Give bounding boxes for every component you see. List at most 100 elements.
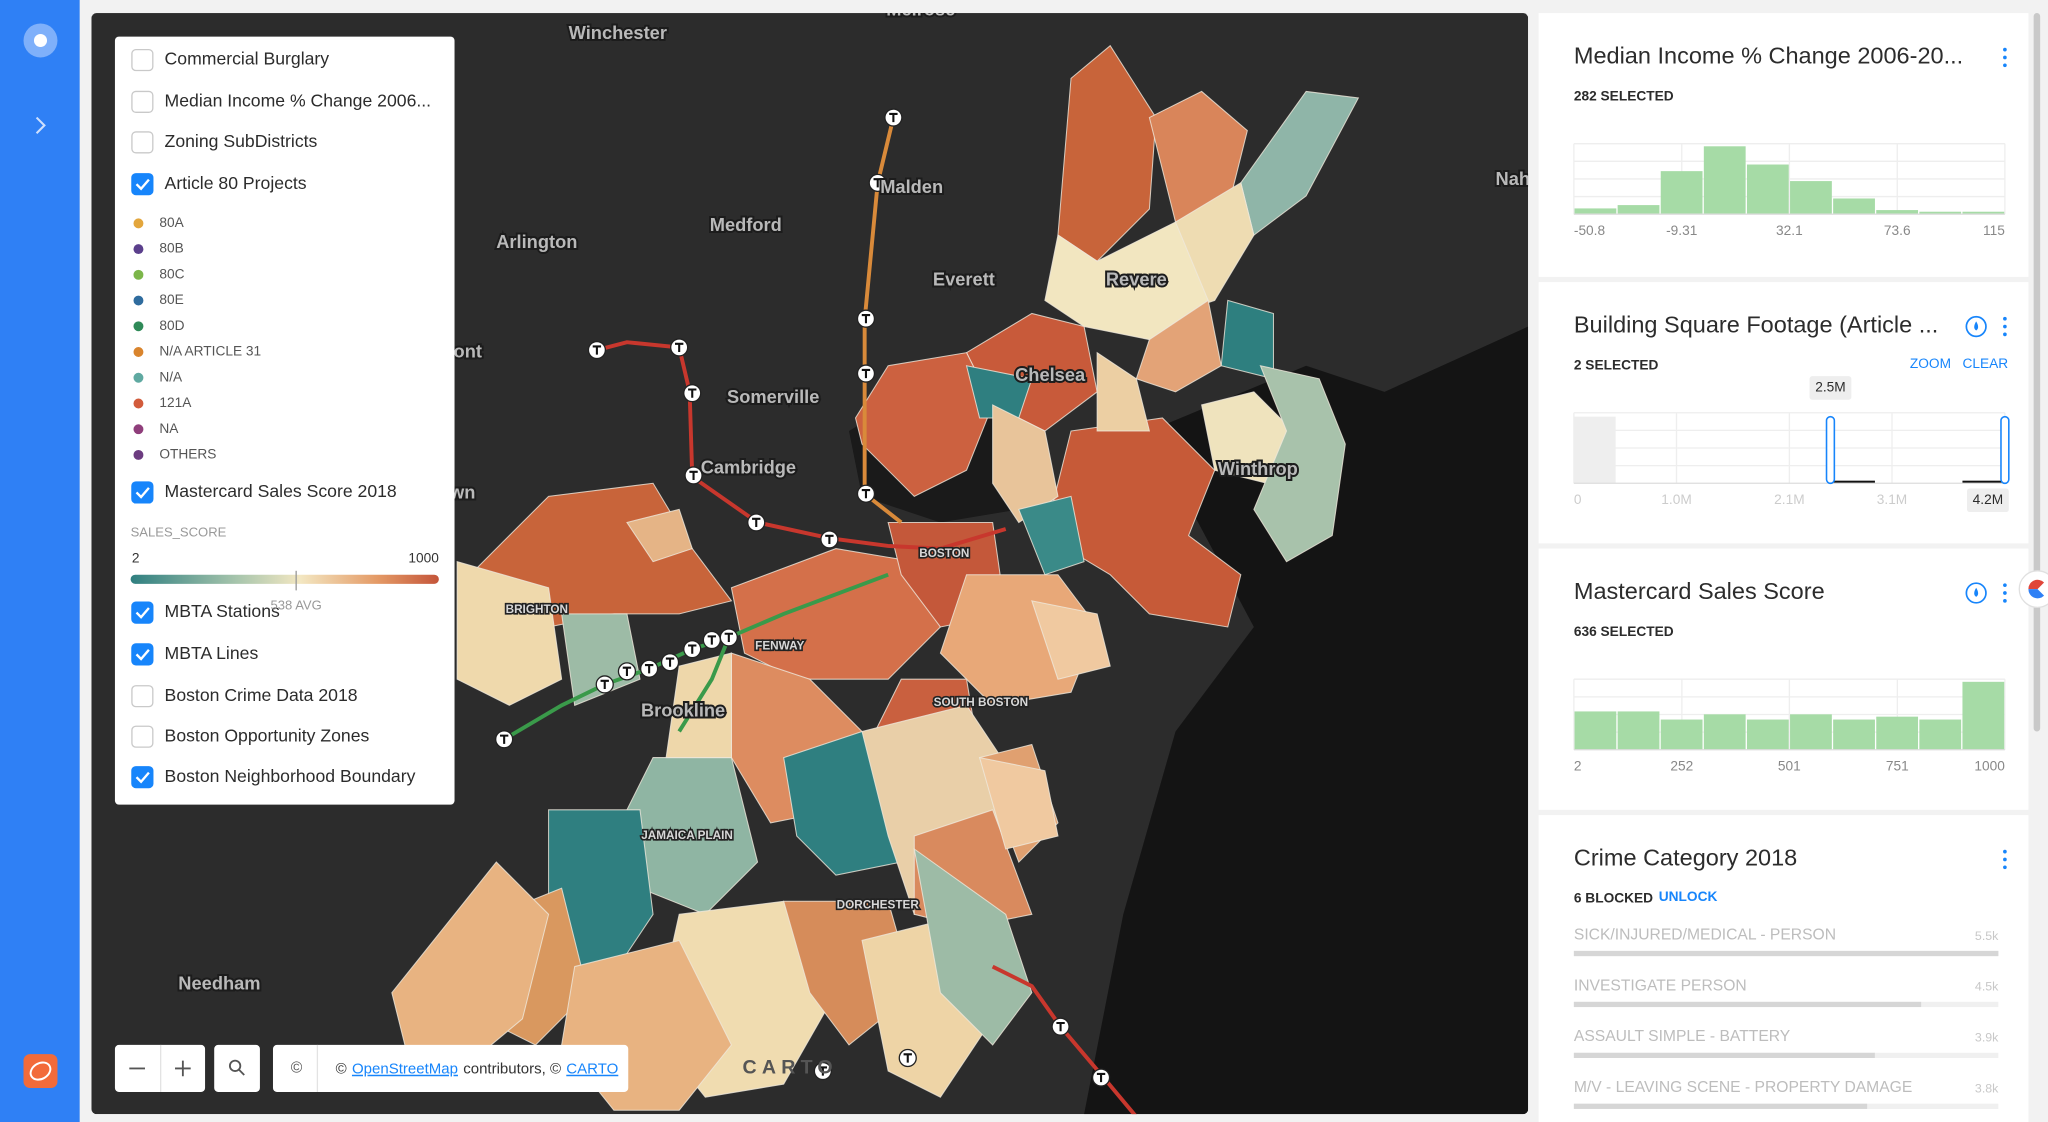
category-name[interactable]: M/V - LEAVING SCENE - PROPERTY DAMAGE: [1574, 1079, 1912, 1096]
x-tick-label: 4.2M: [1973, 492, 2003, 507]
station-icon-t: [873, 178, 882, 188]
layer-name[interactable]: Article 80 Projects: [165, 173, 307, 193]
app-logo[interactable]: [23, 1054, 58, 1089]
avg-label: 538 AVG: [271, 598, 322, 613]
kebab-dot[interactable]: [2003, 63, 2007, 68]
layer-checkbox[interactable]: [131, 131, 154, 154]
kebab-dot[interactable]: [2003, 591, 2007, 595]
histogram-bar: [1790, 714, 1832, 750]
kebab-dot[interactable]: [2003, 849, 2007, 854]
widget-action[interactable]: UNLOCK: [1659, 889, 1718, 904]
scrollbar[interactable]: [2033, 13, 2041, 732]
kebab-dot[interactable]: [2003, 583, 2007, 587]
x-tick-label: 3.1M: [1877, 492, 1907, 507]
info-button[interactable]: ©: [291, 1060, 303, 1077]
histogram-bar: [1703, 146, 1746, 215]
widget-card: [1538, 815, 2029, 1122]
histogram-bar: [1703, 714, 1746, 750]
layer-checkbox[interactable]: [131, 766, 154, 789]
widget-color-button[interactable]: [1965, 315, 1987, 338]
x-tick-label: 115: [1983, 223, 2005, 238]
category-name[interactable]: INVESTIGATE PERSON: [1574, 977, 1747, 994]
layer-name[interactable]: MBTA Lines: [165, 643, 259, 663]
kebab-dot[interactable]: [2003, 865, 2007, 870]
kebab-dot[interactable]: [2003, 47, 2007, 52]
selection-handle[interactable]: [1825, 415, 1836, 485]
layer-name[interactable]: Median Income % Change 2006...: [165, 91, 432, 111]
legend-dot: [133, 218, 144, 229]
layer-name[interactable]: Zoning SubDistricts: [165, 131, 318, 151]
legend-dot: [133, 347, 144, 357]
color-ramp: [130, 574, 439, 584]
neighborhood-label: DORCHESTER: [837, 898, 920, 911]
kebab-dot[interactable]: [2003, 324, 2007, 329]
layer-name[interactable]: Boston Crime Data 2018: [165, 685, 358, 705]
widget-action[interactable]: CLEAR: [1962, 356, 2008, 371]
legend-dot: [133, 269, 144, 280]
layer-checkbox[interactable]: [131, 48, 154, 72]
station-icon-t: [644, 664, 654, 674]
station-icon-t: [689, 470, 698, 481]
layer-checkbox[interactable]: [131, 643, 154, 666]
nav-home-dot: [33, 33, 48, 48]
kebab-dot[interactable]: [2003, 599, 2007, 603]
histogram-bar: [1962, 480, 2005, 484]
layer-checkbox[interactable]: [131, 481, 154, 504]
layer-checkbox[interactable]: [131, 685, 154, 708]
ramp-min: 2: [132, 551, 140, 566]
expand-chevron[interactable]: [35, 116, 46, 134]
neighborhood-label: FENWAY: [755, 640, 804, 653]
attribution-link[interactable]: OpenStreetMap: [352, 1061, 458, 1078]
histogram-bar: [1833, 198, 1875, 215]
widget-status: 6 BLOCKED: [1574, 890, 1653, 905]
floating-icon: [2028, 589, 2045, 599]
histogram-bar: [1746, 719, 1789, 750]
kebab-dot[interactable]: [2003, 316, 2007, 321]
checkmark: [135, 487, 150, 499]
layer-checkbox[interactable]: [131, 601, 154, 624]
layer-name[interactable]: Boston Neighborhood Boundary: [165, 766, 416, 786]
layer-name[interactable]: Mastercard Sales Score 2018: [165, 481, 397, 501]
layer-checkbox[interactable]: [131, 173, 154, 196]
category-name[interactable]: ASSAULT SIMPLE - BATTERY: [1574, 1028, 1791, 1045]
category-name[interactable]: SICK/INJURED/MEDICAL - PERSON: [1574, 926, 1836, 943]
attribution-link[interactable]: CARTO: [566, 1061, 618, 1078]
kebab-dot[interactable]: [2003, 55, 2007, 60]
layer-name[interactable]: Commercial Burglary: [165, 49, 330, 69]
station-icon-t: [499, 734, 509, 744]
widget-title: Crime Category 2018: [1574, 845, 1797, 871]
category-value: 4.5k: [1975, 980, 1999, 994]
widget-color-button[interactable]: [1965, 582, 1987, 604]
legend-item: 121A: [159, 395, 192, 410]
legend-item: 80A: [159, 215, 184, 230]
x-tick-label: 0: [1574, 492, 1582, 507]
station-icon-t: [825, 534, 834, 545]
drop-icon: [1974, 587, 1979, 597]
widget-status: 282 SELECTED: [1574, 88, 1674, 103]
station-icon-t: [675, 342, 684, 353]
search-button[interactable]: [214, 1044, 260, 1092]
kebab-dot[interactable]: [2003, 857, 2007, 862]
zoom-in[interactable]: [175, 1060, 191, 1077]
attribution: © OpenStreetMap contributors, © CARTO: [336, 1061, 619, 1078]
layer-checkbox[interactable]: [131, 90, 154, 113]
legend-dot: [133, 398, 144, 409]
selection-handle[interactable]: [2000, 415, 2010, 485]
category-bar: [1573, 1052, 1875, 1058]
x-tick-label: 751: [1886, 758, 1909, 773]
layer-name[interactable]: Boston Opportunity Zones: [165, 725, 370, 745]
checkmark: [135, 649, 150, 661]
ramp-max: 1000: [408, 551, 439, 566]
kebab-dot[interactable]: [2003, 332, 2007, 337]
map-label: Cambridge: [701, 457, 796, 478]
x-tick-label: 1.0M: [1661, 492, 1691, 507]
map-label: Somerville: [727, 386, 819, 407]
station-icon-t: [724, 632, 733, 642]
map-label: Everett: [933, 269, 995, 290]
layer-checkbox[interactable]: [131, 725, 154, 748]
widget-action[interactable]: ZOOM: [1910, 356, 1951, 371]
station-icon-t: [861, 314, 871, 324]
layer-name[interactable]: MBTA Stations: [165, 601, 280, 621]
histogram-bar: [1919, 719, 1962, 750]
